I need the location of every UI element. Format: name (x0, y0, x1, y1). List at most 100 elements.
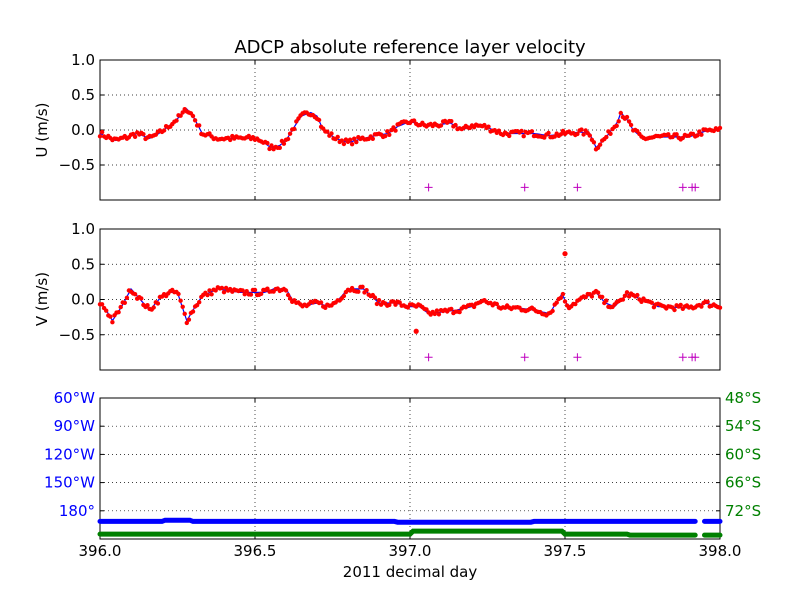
panel-v-ylabel: V (m/s) (33, 272, 51, 326)
v-data-point (573, 301, 578, 307)
v-data-point (259, 291, 264, 296)
v-data-point (124, 295, 130, 300)
v-data-point (248, 292, 254, 297)
v-data-point (449, 306, 454, 312)
v-data-point (639, 299, 644, 304)
u-data-point (285, 136, 291, 142)
u-data-point (393, 128, 398, 133)
v-data-point (197, 300, 202, 305)
u-data-point (575, 131, 580, 137)
x-tick-label: 397.5 (544, 542, 587, 560)
u-data-point (267, 146, 272, 152)
v-data-point (213, 288, 218, 293)
u-data-point (674, 132, 679, 137)
v-flag-marker (520, 353, 529, 362)
u-flag-marker (678, 183, 687, 192)
v-data-point (376, 298, 382, 303)
v-data-point (155, 301, 161, 306)
x-tick-label: 397.0 (389, 542, 432, 560)
u-ytick-label: −0.5 (59, 156, 95, 174)
chart-title: ADCP absolute reference layer velocity (234, 37, 586, 58)
u-data-point (132, 134, 138, 139)
u-data-point (546, 130, 551, 136)
lat-tick-label: 66°S (725, 474, 761, 492)
v-data-point (649, 300, 654, 305)
v-data-point (108, 314, 113, 319)
v-data-point (600, 294, 605, 300)
u-data-point (496, 128, 502, 133)
panel-position: 396.0 396.5 397.0 397.5 398.0 60°W 90°W 120°W 15… (44, 389, 761, 560)
v-data-point (122, 300, 128, 305)
v-data-point (318, 300, 324, 305)
u-data-point (349, 142, 355, 147)
u-data-point (99, 129, 105, 135)
v-data-point (207, 288, 212, 293)
u-data-point (581, 132, 586, 137)
u-data-point (292, 126, 297, 132)
v-data-point (180, 304, 185, 309)
v-flag-marker (691, 353, 700, 362)
v-data-point (595, 290, 601, 295)
u-data-point (579, 127, 584, 132)
u-data-point (383, 133, 388, 139)
v-ytick-label: 1.0 (71, 220, 95, 238)
v-data-point (190, 309, 196, 314)
v-data-point (374, 301, 380, 307)
v-data-point (678, 302, 683, 308)
u-data-point (391, 125, 396, 130)
u-data-point (97, 134, 103, 139)
u-ytick-label: 1.0 (71, 51, 95, 69)
lon-tick-label: 150°W (44, 474, 95, 492)
u-data-point (591, 140, 597, 145)
v-ytick-label: 0.5 (71, 255, 95, 273)
u-data-point (281, 141, 287, 146)
u-data-point (228, 137, 233, 143)
u-data-point (296, 116, 301, 121)
v-data-point (285, 292, 291, 298)
x-tick-label: 396.0 (79, 542, 122, 560)
v-data-point (372, 295, 378, 300)
u-flag-marker (691, 183, 700, 192)
u-data-point (385, 129, 390, 134)
u-data-point (628, 122, 634, 128)
u-flag-marker (573, 183, 582, 192)
v-data-point (699, 304, 704, 309)
lon-track (97, 517, 723, 525)
v-data-point (397, 300, 402, 305)
v-data-point (620, 297, 626, 302)
v-data-point (717, 305, 723, 310)
u-data-point (519, 128, 524, 134)
lat-tick-label: 60°S (725, 445, 761, 463)
v-data-point (176, 291, 181, 297)
v-data-point (151, 305, 156, 310)
u-data-point (618, 110, 623, 116)
v-data-point (104, 308, 109, 313)
u-data-point (449, 119, 454, 124)
v-data-point (110, 320, 115, 325)
v-data-point (432, 311, 437, 317)
u-data-point (624, 114, 630, 120)
v-data-point (209, 292, 214, 297)
panel-u-ylabel: U (m/s) (33, 103, 51, 158)
v-data-point (182, 311, 187, 316)
x-tick-label: 396.5 (234, 542, 277, 560)
v-data-point (341, 293, 347, 299)
u-data-point (695, 133, 700, 138)
v-data-point (205, 292, 210, 298)
v-ytick-label: 0.0 (71, 291, 95, 309)
u-data-point (197, 123, 202, 128)
u-data-point (597, 142, 603, 147)
v-data-point (186, 317, 192, 322)
u-data-point (370, 136, 375, 141)
v-data-point (424, 307, 429, 312)
lat-tick-label: 48°S (725, 389, 761, 407)
u-data-point (354, 139, 359, 145)
u-data-point (558, 132, 564, 137)
lon-tick-label: 180° (59, 502, 95, 520)
v-data-point (558, 295, 564, 300)
u-data-point (287, 131, 293, 136)
v-data-point (387, 302, 392, 308)
